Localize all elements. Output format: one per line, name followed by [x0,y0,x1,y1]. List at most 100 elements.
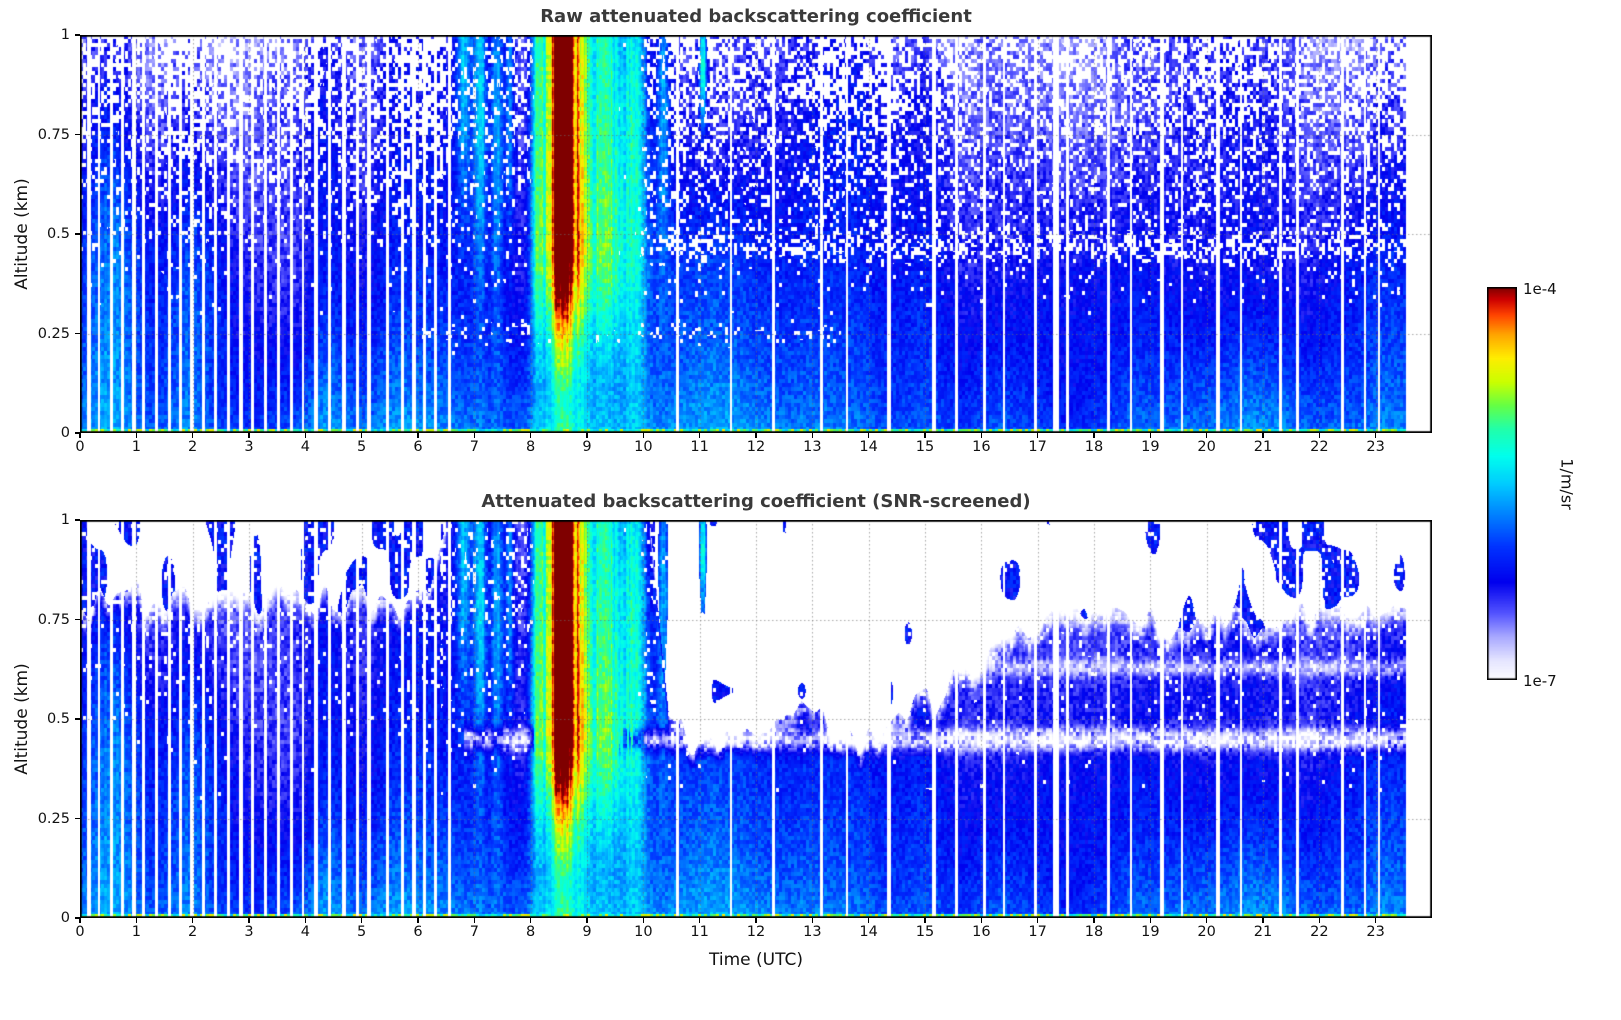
x-tick-label: 20 [1197,924,1216,940]
colorbar-unit-label: 1/m/sr [1557,458,1577,510]
x-tick-mark [1036,433,1039,438]
x-tick-mark [586,918,588,923]
x-tick-mark [191,918,194,923]
x-tick-mark [924,918,926,923]
y-tick-label: 0.25 [37,325,70,342]
x-tick-label: 15 [915,439,935,455]
x-tick-label: 19 [1141,439,1160,455]
x-tick-mark [417,918,419,923]
x-tick-label: 22 [1310,439,1329,455]
x-tick-mark [1205,918,1208,923]
x-tick-label: 16 [972,439,991,455]
x-tick-mark [1149,918,1152,923]
x-tick-mark [924,433,926,438]
x-tick-label: 13 [803,439,822,455]
x-tick-label: 8 [526,439,536,455]
x-tick-mark [248,918,250,923]
x-tick-label: 9 [582,924,592,940]
y-tick-label: 0.5 [46,226,70,242]
x-tick-mark [698,433,701,438]
x-tick-mark [191,433,194,438]
x-tick-label: 0 [75,924,85,940]
y-tick-label: 1 [60,512,70,528]
x-tick-mark [755,433,757,438]
colorbar-max-label: 1e-4 [1523,280,1557,298]
x-tick-label: 5 [357,439,367,455]
x-tick-label: 14 [859,439,878,455]
y-tick-label: 0 [60,910,70,926]
x-tick-label: 4 [300,439,310,455]
panel-raw-heatmap [80,35,1432,433]
x-tick-mark [1093,918,1095,923]
x-tick-label: 16 [972,924,991,940]
y-tick-label: 0.5 [46,711,70,727]
x-tick-mark [755,918,757,923]
x-tick-label: 18 [1084,924,1104,940]
x-tick-label: 0 [75,439,85,455]
x-tick-mark [79,918,81,923]
x-tick-mark [304,433,307,438]
x-tick-mark [1036,918,1039,923]
x-tick-mark [135,918,138,923]
x-tick-mark [417,433,419,438]
x-tick-mark [980,433,983,438]
x-tick-mark [1374,433,1377,438]
x-tick-label: 11 [690,924,709,940]
x-tick-label: 18 [1084,439,1104,455]
x-tick-mark [360,433,363,438]
x-tick-mark [473,433,476,438]
x-tick-label: 6 [413,439,423,455]
x-tick-label: 2 [188,924,198,940]
x-tick-mark [360,918,363,923]
x-tick-mark [135,433,138,438]
panel-raw-title: Raw attenuated backscattering coefficien… [540,6,972,27]
x-tick-mark [1093,433,1095,438]
x-tick-label: 20 [1197,439,1216,455]
x-tick-label: 17 [1028,924,1047,940]
x-tick-mark [529,433,532,438]
x-tick-label: 8 [526,924,536,940]
x-tick-label: 11 [690,439,709,455]
x-tick-mark [1262,433,1264,438]
y-tick-label: 1 [60,27,70,43]
x-tick-mark [642,918,645,923]
x-tick-label: 5 [357,924,367,940]
x-tick-label: 23 [1366,924,1385,940]
y-tick-label: 0.75 [37,126,70,143]
panel-screened-title: Attenuated backscattering coefficient (S… [481,491,1031,512]
colorbar-min-label: 1e-7 [1523,672,1557,690]
x-tick-mark [1374,918,1377,923]
x-tick-label: 14 [859,924,878,940]
x-tick-label: 12 [746,924,766,940]
x-tick-mark [642,433,645,438]
x-tick-label: 7 [469,924,479,940]
x-tick-label: 17 [1028,439,1047,455]
y-axis-label-screened: Altitude (km) [12,663,32,775]
x-tick-label: 23 [1366,439,1385,455]
x-tick-mark [867,918,870,923]
x-tick-mark [1205,433,1208,438]
x-tick-mark [473,918,476,923]
colorbar [1487,287,1517,680]
x-tick-label: 6 [413,924,423,940]
x-tick-label: 13 [803,924,822,940]
x-tick-mark [248,433,250,438]
x-tick-mark [1318,918,1321,923]
x-tick-mark [529,918,532,923]
y-tick-label: 0 [60,425,70,441]
x-tick-label: 3 [244,924,254,940]
y-axis-label-raw: Altitude (km) [12,178,32,290]
y-tick-label: 0.75 [37,611,70,628]
x-tick-label: 4 [300,924,310,940]
x-tick-mark [811,433,814,438]
x-tick-mark [304,918,307,923]
x-tick-mark [1149,433,1152,438]
x-tick-label: 1 [131,439,141,455]
x-tick-label: 19 [1141,924,1160,940]
x-tick-label: 9 [582,439,592,455]
x-tick-mark [586,433,588,438]
x-tick-mark [1318,433,1321,438]
x-tick-label: 21 [1253,924,1273,940]
x-tick-label: 21 [1253,439,1273,455]
